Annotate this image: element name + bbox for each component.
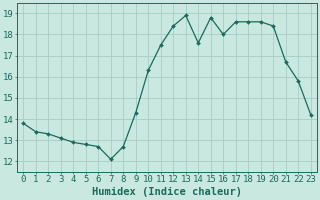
X-axis label: Humidex (Indice chaleur): Humidex (Indice chaleur) [92, 187, 242, 197]
